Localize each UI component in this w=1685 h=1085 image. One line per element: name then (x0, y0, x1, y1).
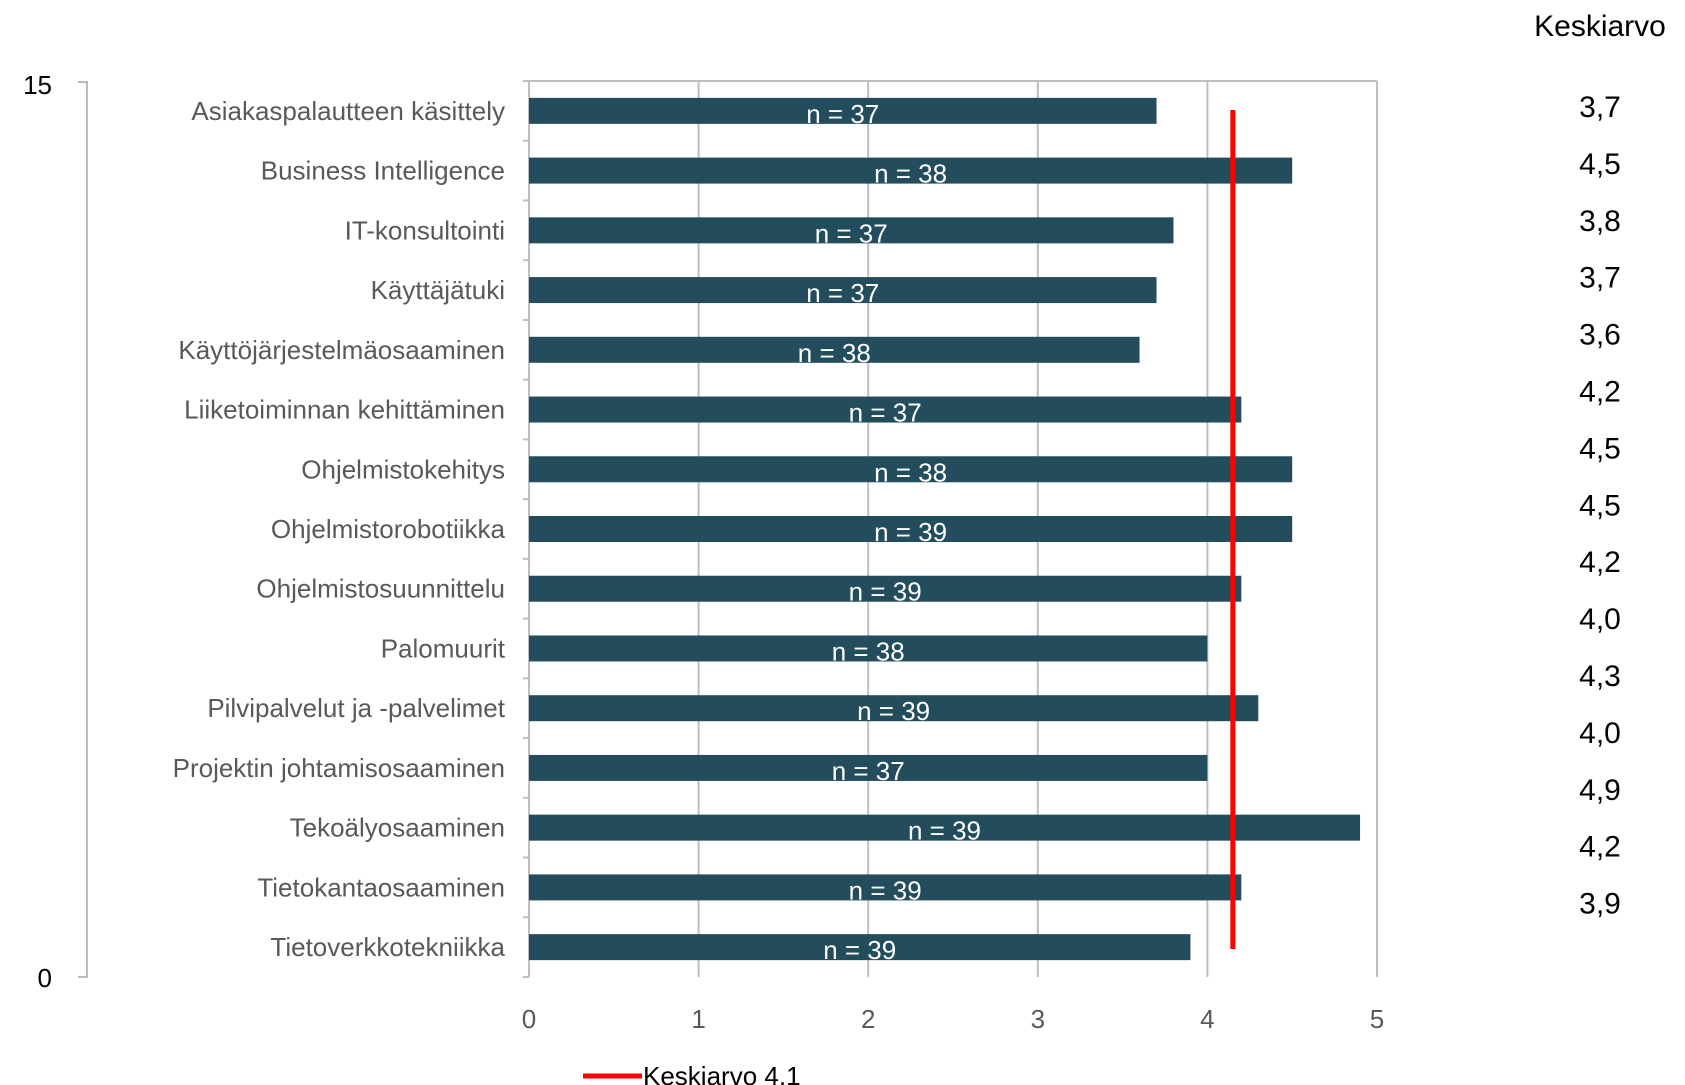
bar (529, 754, 1208, 781)
bar-n-label: n = 39 (823, 935, 896, 965)
bar (529, 217, 1174, 244)
category-labels: Asiakaspalautteen käsittely Business Inte… (173, 96, 506, 962)
bar (529, 934, 1191, 961)
bar-n-label: n = 38 (798, 338, 871, 368)
category-label: Liiketoiminnan kehittäminen (184, 395, 505, 425)
x-axis-tick-labels: 0 1 2 3 4 5 (522, 1004, 1384, 1034)
mean-value: 4,3 (1579, 660, 1621, 693)
bar (529, 695, 1259, 722)
category-label: IT-konsultointi (345, 215, 505, 245)
bar-n-label: n = 37 (815, 218, 888, 248)
bar (529, 814, 1361, 841)
bar-n-label: n = 38 (832, 636, 905, 666)
bar-n-label: n = 39 (857, 696, 930, 726)
bars (529, 97, 1361, 961)
secondary-axis-tick-top: 15 (23, 70, 52, 100)
category-label: Tekoälyosaaminen (290, 813, 505, 843)
bar-n-label: n = 39 (849, 875, 922, 905)
mean-value: 3,9 (1579, 888, 1621, 921)
bar (529, 516, 1293, 542)
mean-value: 3,8 (1579, 205, 1621, 238)
x-tick-label: 3 (1031, 1004, 1045, 1034)
secondary-axis-tick-bottom: 0 (38, 963, 52, 993)
bar-n-label: n = 39 (874, 517, 947, 547)
x-tick-label: 5 (1370, 1004, 1384, 1034)
mean-value: 4,9 (1579, 774, 1621, 807)
bar-n-label: n = 38 (874, 457, 947, 487)
category-label: Tietokantaosaaminen (257, 872, 505, 902)
bar (529, 157, 1293, 184)
bar-n-label: n = 37 (832, 756, 905, 786)
mean-value: 4,0 (1579, 603, 1621, 636)
mean-value: 3,7 (1579, 262, 1621, 295)
bar (529, 575, 1242, 602)
legend-mean-label: Keskiarvo 4,1 (643, 1061, 801, 1085)
category-label: Ohjelmistokehitys (301, 454, 505, 484)
x-tick-label: 1 (691, 1004, 705, 1034)
mean-value: 4,2 (1579, 376, 1621, 409)
x-tick-label: 0 (522, 1004, 536, 1034)
bar (529, 97, 1157, 124)
category-label: Tietoverkkotekniikka (270, 932, 505, 962)
mean-column-values: 3,7 4,5 3,8 3,7 3,6 4,2 4,5 4,5 4,2 4,0 4,3 4,0 4,9 4… (1579, 91, 1621, 921)
mean-value: 4,5 (1579, 432, 1621, 465)
category-label: Business Intelligence (261, 156, 505, 186)
mean-column-header: Keskiarvo (1534, 10, 1666, 43)
category-label: Ohjelmistosuunnittelu (256, 574, 505, 604)
legend: Keskiarvo 4,1 (583, 1061, 801, 1085)
category-label: Projektin johtamisosaaminen (173, 753, 505, 783)
bar (529, 635, 1208, 662)
bar (529, 396, 1242, 423)
mean-value: 4,5 (1579, 489, 1621, 522)
bar-n-label: n = 39 (849, 577, 922, 607)
category-label: Palomuurit (381, 633, 506, 663)
category-label: Käyttäjätuki (371, 275, 505, 305)
mean-value: 4,2 (1579, 831, 1621, 864)
mean-value: 4,5 (1579, 148, 1621, 181)
secondary-axis: 15 0 (23, 70, 88, 993)
category-label: Käyttöjärjestelmäosaaminen (178, 335, 505, 365)
bar-n-label: n = 37 (806, 278, 879, 308)
bar (529, 874, 1242, 901)
bar-n-label: n = 37 (806, 99, 879, 129)
bar (529, 336, 1140, 363)
bar (529, 456, 1293, 483)
mean-value: 4,2 (1579, 546, 1621, 579)
bar-n-label: n = 37 (849, 398, 922, 428)
bar-n-label: n = 38 (874, 159, 947, 189)
category-label: Ohjelmistorobotiikka (271, 514, 506, 544)
n-labels: n = 37n = 38n = 37n = 37n = 38n = 37n = … (798, 99, 981, 965)
x-tick-label: 4 (1200, 1004, 1214, 1034)
bar-n-label: n = 39 (908, 816, 981, 846)
category-label: Pilvipalvelut ja -palvelimet (207, 693, 505, 723)
category-ticks (523, 80, 529, 978)
category-label: Asiakaspalautteen käsittely (191, 96, 505, 126)
x-tick-label: 2 (861, 1004, 875, 1034)
mean-value: 4,0 (1579, 717, 1621, 750)
mean-value: 3,7 (1579, 91, 1621, 124)
mean-value: 3,6 (1579, 319, 1621, 352)
bar (529, 277, 1157, 304)
